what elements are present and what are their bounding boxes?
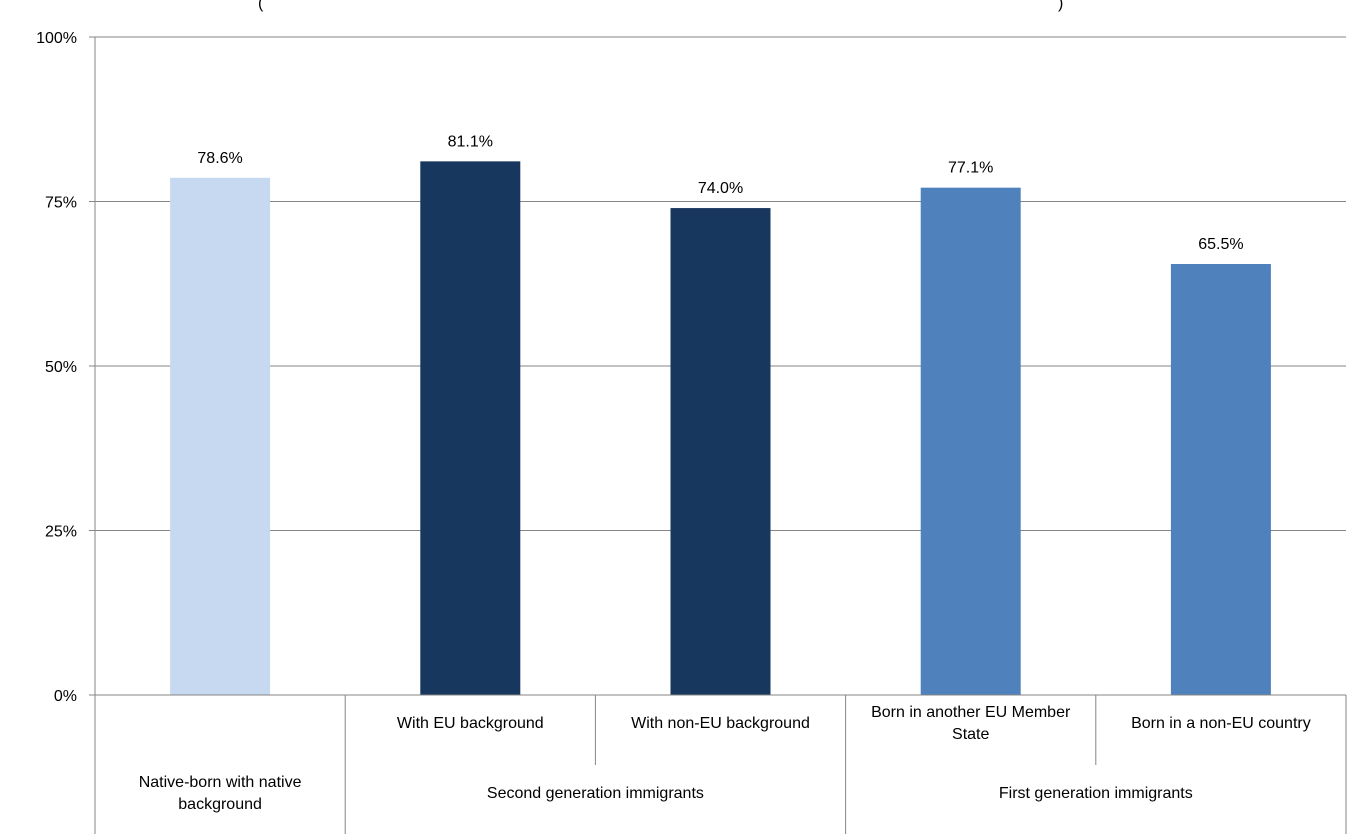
y-tick-label: 25%: [45, 524, 77, 541]
data-label: 65.5%: [1198, 236, 1243, 253]
data-label: 78.6%: [197, 150, 242, 167]
y-tick-label: 50%: [45, 359, 77, 376]
data-label: 74.0%: [698, 180, 743, 197]
category-label: With non-EU background: [631, 715, 810, 732]
category-label: Born in another EU Member State: [871, 704, 1071, 743]
bar: [920, 187, 1021, 695]
bar: [670, 208, 771, 695]
group-label: First generation immigrants: [999, 785, 1193, 802]
chart-title-fragment-right: ): [1058, 0, 1063, 12]
data-label: 77.1%: [948, 160, 993, 177]
y-tick-label: 0%: [54, 688, 77, 705]
bar: [170, 177, 271, 695]
group-label: Second generation immigrants: [487, 785, 704, 802]
category-label: Born in a non-EU country: [1131, 715, 1311, 732]
category-label: With EU background: [397, 715, 544, 732]
y-tick-label: 75%: [45, 195, 77, 212]
data-label: 81.1%: [448, 133, 493, 150]
bar: [420, 161, 521, 695]
chart-title-fragment-left: (: [258, 0, 264, 12]
y-tick-label: 100%: [36, 30, 77, 47]
group-label: Native-born with native background: [139, 774, 302, 813]
bar: [1170, 264, 1271, 695]
